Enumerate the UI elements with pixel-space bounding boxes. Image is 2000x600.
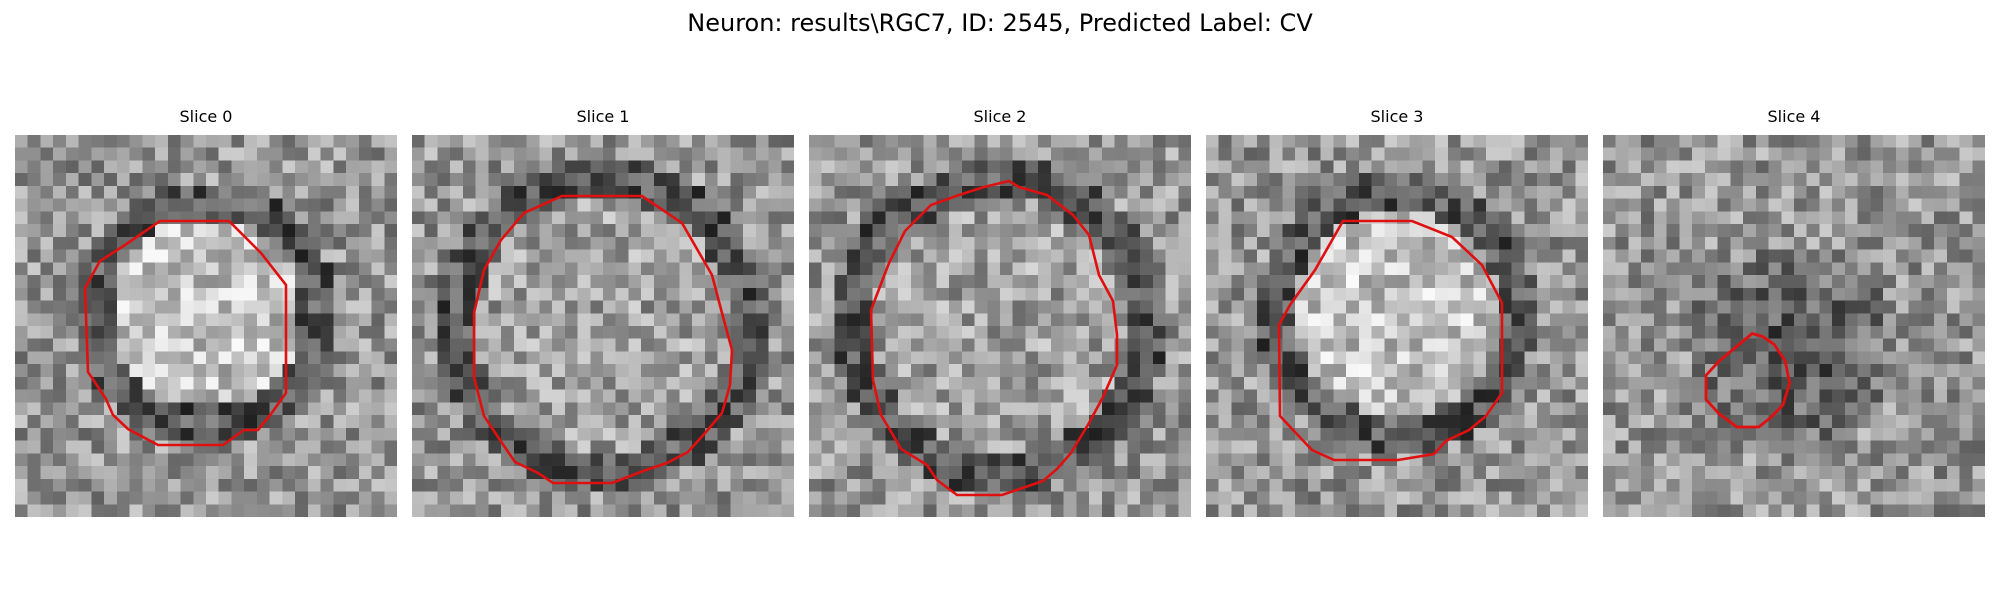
slice-image-0 (15, 135, 397, 517)
slice-title-1: Slice 1 (576, 107, 630, 126)
slice-title-2: Slice 2 (973, 107, 1027, 126)
slice-contour-0 (83, 219, 288, 447)
slice-pixels-4 (1603, 135, 1985, 517)
slice-image-1 (412, 135, 794, 517)
slice-image-4 (1603, 135, 1985, 517)
slice-contour-4 (1704, 331, 1792, 429)
slice-pixels-0 (15, 135, 397, 517)
slice-panel-1: Slice 1 (412, 105, 794, 517)
slice-pixels-1 (412, 135, 794, 517)
slice-pixels-3 (1206, 135, 1588, 517)
slice-contour-1 (472, 194, 734, 485)
figure-title: Neuron: results\RGC7, ID: 2545, Predicte… (687, 9, 1313, 37)
slice-panel-0: Slice 0 (15, 105, 397, 517)
slice-contour-3 (1277, 219, 1504, 462)
slice-panel-3: Slice 3 (1206, 105, 1588, 517)
slice-panel-2: Slice 2 (809, 105, 1191, 517)
slice-title-0: Slice 0 (179, 107, 233, 126)
slice-panel-4: Slice 4 (1603, 105, 1985, 517)
slice-image-2 (809, 135, 1191, 517)
slice-contour-2 (869, 179, 1119, 497)
slice-image-3 (1206, 135, 1588, 517)
slice-title-3: Slice 3 (1370, 107, 1424, 126)
slice-title-4: Slice 4 (1767, 107, 1821, 126)
